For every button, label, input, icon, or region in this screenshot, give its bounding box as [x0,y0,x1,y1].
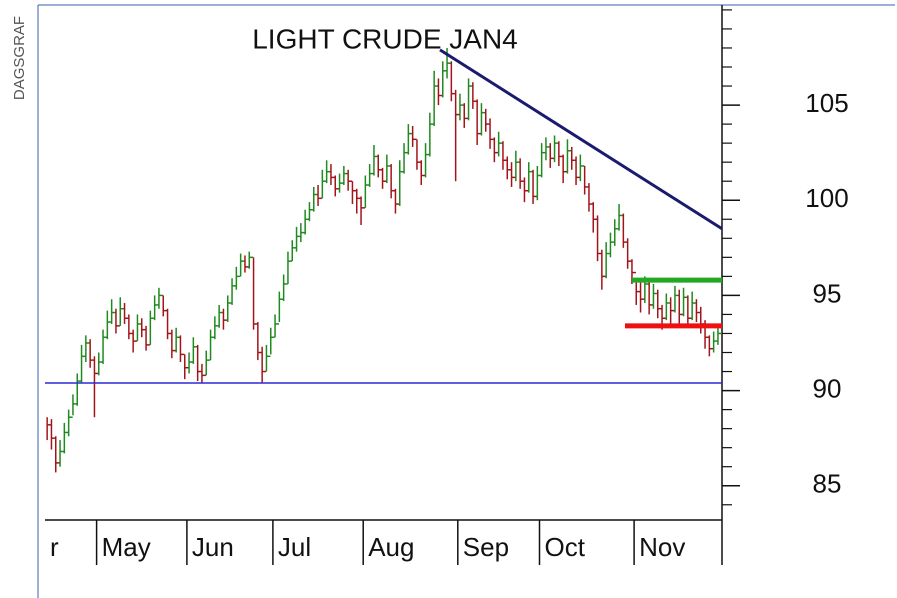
x-tick-label: Aug [368,532,414,562]
source-label: DAGSGRAF [11,16,28,100]
y-tick-label: 100 [805,183,848,213]
x-tick-label: Sep [463,532,509,562]
drawn-line [439,48,723,231]
y-tick-label: 95 [813,278,842,308]
x-tick-label: Jun [192,532,234,562]
x-tick-label: r [50,532,59,562]
x-tick-label: May [102,532,151,562]
x-tick-label: Nov [639,532,685,562]
x-tick-label: Jul [278,532,311,562]
y-tick-label: 90 [813,373,842,403]
x-tick-label: Oct [545,532,586,562]
chart-title: LIGHT CRUDE JAN4 [252,23,518,54]
y-tick-label: 85 [813,469,842,499]
y-tick-label: 105 [805,88,848,118]
